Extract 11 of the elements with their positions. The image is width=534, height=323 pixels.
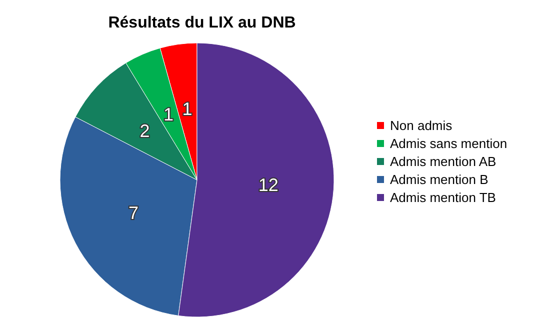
legend-label: Admis mention TB	[390, 190, 496, 205]
data-label: 12	[258, 174, 278, 195]
legend-label: Admis mention B	[390, 172, 488, 187]
data-label: 2	[140, 121, 150, 142]
legend-label: Admis sans mention	[390, 136, 508, 151]
data-label: 1	[182, 99, 192, 120]
data-label: 7	[128, 202, 139, 223]
legend-label: Non admis	[390, 118, 453, 133]
legend-label: Admis mention AB	[390, 154, 496, 169]
data-label: 1	[164, 104, 174, 124]
chart-title: Résultats du LIX au DNB	[108, 14, 296, 32]
